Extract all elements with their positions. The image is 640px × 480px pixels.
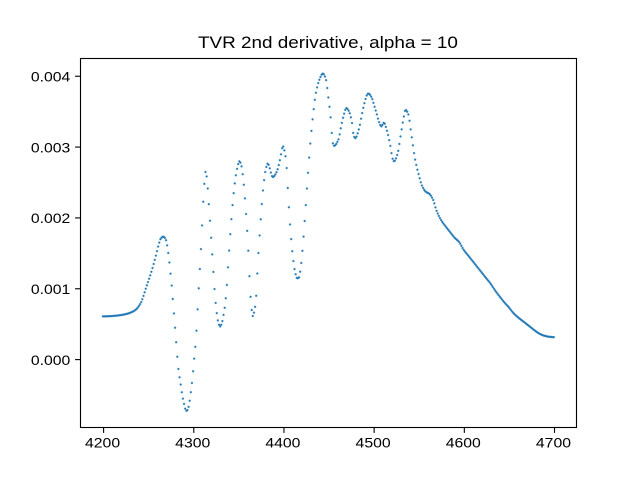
svg-text:0.000: 0.000 bbox=[31, 352, 71, 368]
svg-text:4300: 4300 bbox=[175, 435, 210, 451]
svg-text:TVR 2nd derivative, alpha = 10: TVR 2nd derivative, alpha = 10 bbox=[198, 33, 458, 52]
svg-text:4700: 4700 bbox=[536, 435, 571, 451]
svg-text:0.001: 0.001 bbox=[31, 281, 71, 297]
svg-text:0.002: 0.002 bbox=[31, 210, 71, 226]
svg-text:4400: 4400 bbox=[265, 435, 300, 451]
svg-text:0.004: 0.004 bbox=[31, 68, 71, 84]
svg-text:0.003: 0.003 bbox=[31, 139, 71, 155]
svg-text:4500: 4500 bbox=[356, 435, 391, 451]
svg-text:4200: 4200 bbox=[85, 435, 120, 451]
svg-text:4600: 4600 bbox=[446, 435, 481, 451]
